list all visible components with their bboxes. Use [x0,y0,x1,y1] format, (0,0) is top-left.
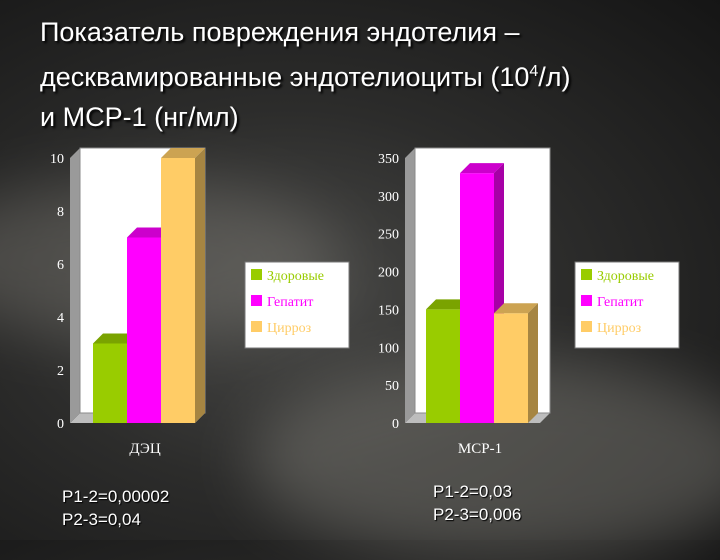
legend-label: Гепатит [597,295,643,310]
legend-swatch [581,321,592,332]
y-tick-label: 350 [378,152,399,167]
p-value: Р2-3=0,006 [433,505,522,524]
bar [161,158,195,423]
bar [426,309,460,423]
plot-side-wall [405,148,415,423]
y-tick-label: 0 [57,417,64,432]
plot-side-wall [70,148,80,423]
chart-dec: 0 2 4 6 8 10 ДЭЦ Здоровые Гепатит Цирроз [50,147,350,457]
title-line-2: десквамированные эндотелиоциты (104/л) [40,52,700,97]
y-tick-label: 6 [57,258,64,273]
title-line-1: Показатель повреждения эндотелия – [40,17,520,47]
bar [460,173,494,423]
slide-title: Показатель повреждения эндотелия – дескв… [40,12,700,137]
p-value: Р1-2=0,00002 [62,487,170,506]
y-tick-label: 2 [57,364,64,379]
y-tick-label: 200 [378,266,399,281]
x-category-label: MCP-1 [458,441,502,457]
bar-top [127,227,171,238]
legend-swatch [251,321,262,332]
bar-side [528,303,538,423]
title-line-2-unit: /л) [538,62,571,92]
bar-top [460,163,504,174]
legend-swatch [581,295,592,306]
y-tick-label: 10 [50,152,64,167]
legend-label: Здоровые [267,269,324,284]
y-tick-label: 300 [378,190,399,205]
legend-label: Гепатит [267,295,313,310]
chart-mcp1: 0 50 100 150 200 250 300 350 MCP-1 Здоровые Гепати… [378,147,680,457]
x-category-label: ДЭЦ [129,441,161,457]
p-values-left: Р1-2=0,00002 Р2-3=0,04 [62,485,169,531]
title-line-3: и МСР-1 (нг/мл) [40,102,239,132]
y-tick-label: 100 [378,341,399,356]
legend-box [574,261,680,349]
legend-box [244,261,350,349]
bar-side [195,148,205,423]
bar-top [426,299,470,310]
legend-label: Цирроз [597,321,642,336]
p-values-right: Р1-2=0,03 Р2-3=0,006 [433,480,521,526]
y-tick-label: 150 [378,303,399,318]
y-tick-label: 8 [57,205,64,220]
p-value: Р2-3=0,04 [62,510,141,529]
legend-swatch [251,269,262,280]
bar [127,237,161,423]
legend-label: Здоровые [597,269,654,284]
y-tick-label: 250 [378,228,399,243]
title-exponent: 4 [529,63,539,80]
bar [494,313,528,423]
bar-top [494,303,538,314]
bar [93,343,127,423]
title-line-2-text: десквамированные эндотелиоциты (10 [40,62,530,92]
bar-top [161,148,205,158]
legend-swatch [251,295,262,306]
p-value: Р1-2=0,03 [433,482,512,501]
y-tick-label: 50 [385,379,399,394]
legend-label: Цирроз [267,321,312,336]
y-tick-label: 4 [57,311,64,326]
y-tick-label: 0 [392,417,399,432]
legend-swatch [581,269,592,280]
bar-top [93,333,137,344]
